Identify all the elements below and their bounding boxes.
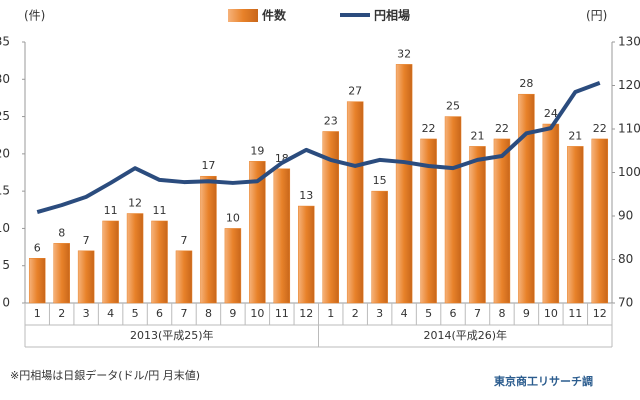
x-tick-label: 3 xyxy=(83,307,90,320)
bar xyxy=(200,175,217,304)
bar xyxy=(444,116,462,304)
bar xyxy=(542,123,560,304)
source: 東京商工リサーチ調 xyxy=(494,374,593,388)
y-tick-label: 35 xyxy=(0,35,10,49)
x-tick-label: 3 xyxy=(376,307,383,320)
bar xyxy=(591,138,609,304)
x-tick-label: 9 xyxy=(523,307,530,320)
x-tick-label: 11 xyxy=(275,307,289,320)
bar xyxy=(126,213,144,304)
x-tick-label: 1 xyxy=(327,307,334,320)
y2-unit: (円) xyxy=(586,9,607,23)
data-label: 11 xyxy=(104,204,118,217)
x-tick-label: 10 xyxy=(544,307,558,320)
data-label: 12 xyxy=(128,197,142,210)
y2-tick-label: 70 xyxy=(618,296,633,310)
data-label: 27 xyxy=(348,85,362,98)
bar xyxy=(77,250,95,304)
bar xyxy=(53,243,70,304)
y2-tick-label: 90 xyxy=(618,209,633,223)
x-tick-label: 4 xyxy=(107,307,114,320)
bar xyxy=(420,138,437,304)
bar xyxy=(249,161,266,304)
y-tick-label: 30 xyxy=(0,72,10,86)
legend-swatch xyxy=(228,9,258,22)
y-tick-label: 20 xyxy=(0,146,10,160)
x-tick-label: 1 xyxy=(34,307,41,320)
data-label: 7 xyxy=(83,234,90,247)
bar xyxy=(567,146,584,304)
x-tick-label: 2 xyxy=(352,307,359,320)
bar xyxy=(151,220,168,304)
group-label: 2013(平成25)年 xyxy=(130,328,214,342)
x-tick-label: 11 xyxy=(568,307,582,320)
x-tick-label: 9 xyxy=(229,307,236,320)
bar xyxy=(224,228,242,304)
bar xyxy=(395,64,413,304)
x-tick-label: 8 xyxy=(498,307,505,320)
x-tick-label: 7 xyxy=(474,307,481,320)
data-label: 25 xyxy=(446,100,460,113)
data-label: 22 xyxy=(593,122,607,135)
data-label: 22 xyxy=(422,122,436,135)
bar xyxy=(493,138,511,304)
data-label: 19 xyxy=(250,144,264,157)
bar xyxy=(28,258,46,304)
data-label: 22 xyxy=(495,122,509,135)
y2-tick-label: 80 xyxy=(618,252,633,266)
bar xyxy=(298,205,315,304)
data-label: 32 xyxy=(397,47,411,60)
x-tick-label: 5 xyxy=(425,307,432,320)
line xyxy=(36,81,601,215)
x-tick-label: 8 xyxy=(205,307,212,320)
y-tick-label: 5 xyxy=(2,258,10,272)
x-tick-label: 5 xyxy=(132,307,139,320)
y-tick-label: 0 xyxy=(2,296,10,310)
y2-tick-label: 120 xyxy=(618,78,640,92)
bar xyxy=(346,101,364,304)
data-label: 28 xyxy=(519,77,533,90)
bar xyxy=(518,93,535,304)
legend-label: 円相場 xyxy=(374,8,410,23)
x-tick-label: 7 xyxy=(180,307,187,320)
data-label: 21 xyxy=(568,129,582,142)
x-tick-label: 2 xyxy=(58,307,65,320)
y-tick-label: 10 xyxy=(0,221,10,235)
data-label: 15 xyxy=(373,174,387,187)
data-label: 23 xyxy=(324,114,338,127)
data-label: 21 xyxy=(470,129,484,142)
y2-tick-label: 110 xyxy=(618,122,640,136)
data-label: 7 xyxy=(180,234,187,247)
y-unit: (件) xyxy=(24,9,45,23)
x-tick-label: 6 xyxy=(156,307,163,320)
bar xyxy=(102,220,119,304)
y-tick-label: 15 xyxy=(0,184,10,198)
data-label: 8 xyxy=(58,226,65,239)
x-tick-label: 12 xyxy=(593,307,607,320)
footnote: ※円相場は日銀データ(ドル/円 月末値) xyxy=(10,368,200,382)
y2-tick-label: 130 xyxy=(618,35,640,49)
data-label: 6 xyxy=(34,241,41,254)
x-tick-label: 4 xyxy=(401,307,408,320)
x-tick-label: 12 xyxy=(299,307,313,320)
y-tick-label: 25 xyxy=(0,109,10,123)
x-tick-label: 10 xyxy=(250,307,264,320)
group-label: 2014(平成26)年 xyxy=(423,328,507,342)
data-label: 11 xyxy=(153,204,167,217)
data-label: 10 xyxy=(226,211,240,224)
bar xyxy=(371,190,388,304)
y2-tick-label: 100 xyxy=(618,165,640,179)
data-label: 13 xyxy=(299,189,313,202)
data-label: 24 xyxy=(544,107,558,120)
bar xyxy=(322,131,339,304)
bar xyxy=(273,168,291,304)
data-label: 17 xyxy=(201,159,215,172)
bar xyxy=(469,146,486,304)
bar xyxy=(175,250,193,304)
x-tick-label: 6 xyxy=(450,307,457,320)
legend-label: 件数 xyxy=(262,8,287,23)
